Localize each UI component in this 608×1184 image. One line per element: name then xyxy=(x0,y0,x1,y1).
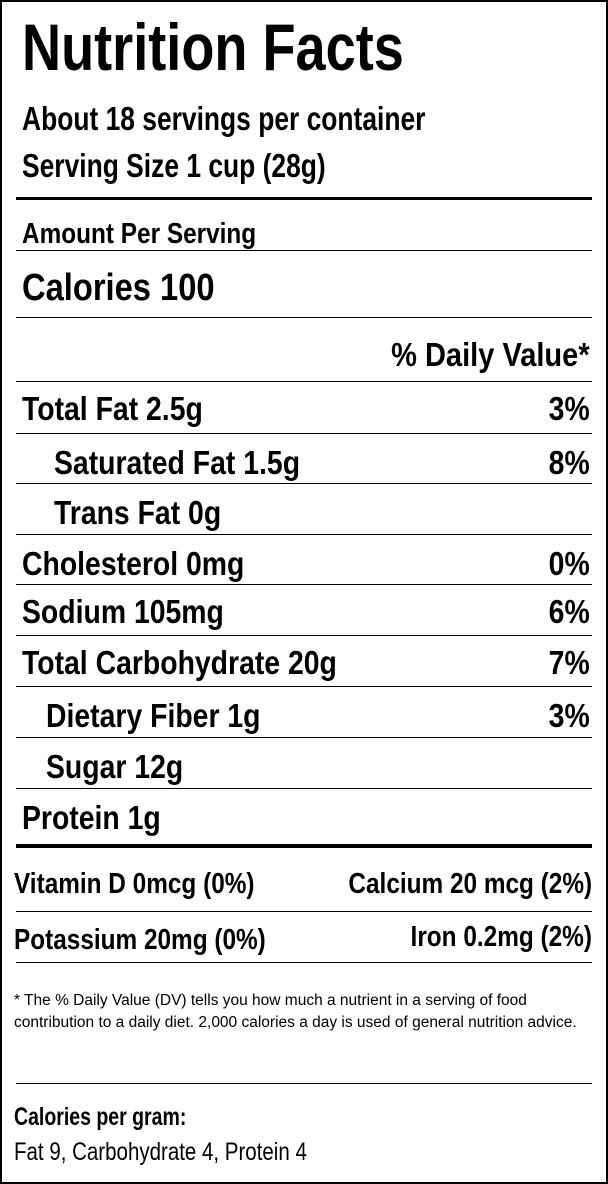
divider xyxy=(16,534,592,535)
potassium: Potassium 20mg (0%) xyxy=(14,924,266,956)
nutrient-label-cholesterol: Cholesterol 0mg xyxy=(22,545,245,582)
vitamin-d: Vitamin D 0mcg (0%) xyxy=(14,868,255,900)
divider xyxy=(16,250,592,251)
divider xyxy=(16,381,592,382)
nutrient-label-trans-fat: Trans Fat 0g xyxy=(54,494,222,531)
divider xyxy=(16,686,592,687)
servings-per-container: About 18 servings per container xyxy=(22,100,426,137)
divider-thick xyxy=(16,844,592,848)
nutrient-label-total-carbohydrate: Total Carbohydrate 20g xyxy=(22,644,337,681)
nutrient-dv-saturated-fat: 8% xyxy=(548,444,590,481)
nutrient-dv-sodium: 6% xyxy=(548,593,590,630)
nutrient-label-sugar: Sugar 12g xyxy=(46,748,184,785)
nutrient-dv-total-carbohydrate: 7% xyxy=(548,644,590,681)
divider xyxy=(16,317,592,318)
divider xyxy=(16,962,592,963)
divider xyxy=(16,635,592,636)
calories-per-gram-values: Fat 9, Carbohydrate 4, Protein 4 xyxy=(14,1138,307,1166)
nutrient-label-saturated-fat: Saturated Fat 1.5g xyxy=(54,444,301,481)
divider xyxy=(16,911,592,912)
divider xyxy=(16,433,592,434)
calcium: Calcium 20 mcg (2%) xyxy=(348,868,592,900)
nutrient-dv-cholesterol: 0% xyxy=(548,545,590,582)
nutrient-dv-total-fat: 3% xyxy=(548,390,590,427)
label-title: Nutrition Facts xyxy=(22,10,404,84)
nutrient-label-total-fat: Total Fat 2.5g xyxy=(22,390,203,427)
iron: Iron 0.2mg (2%) xyxy=(410,921,592,953)
divider xyxy=(16,584,592,585)
nutrient-label-protein: Protein 1g xyxy=(22,799,161,836)
nutrient-label-sodium: Sodium 105mg xyxy=(22,593,224,630)
serving-size: Serving Size 1 cup (28g) xyxy=(22,147,326,184)
divider xyxy=(16,788,592,789)
nutrient-dv-dietary-fiber: 3% xyxy=(548,697,590,734)
amount-per-serving: Amount Per Serving xyxy=(22,218,257,250)
divider xyxy=(16,737,592,738)
calories-per-gram-title: Calories per gram: xyxy=(14,1103,187,1131)
daily-value-footnote: * The % Daily Value (DV) tells you how m… xyxy=(14,992,577,1031)
nutrient-label-dietary-fiber: Dietary Fiber 1g xyxy=(46,697,261,734)
daily-value-header: % Daily Value* xyxy=(391,336,590,373)
divider-thick xyxy=(16,197,592,200)
divider xyxy=(16,483,592,484)
calories: Calories 100 xyxy=(22,267,215,309)
divider xyxy=(16,1083,592,1084)
